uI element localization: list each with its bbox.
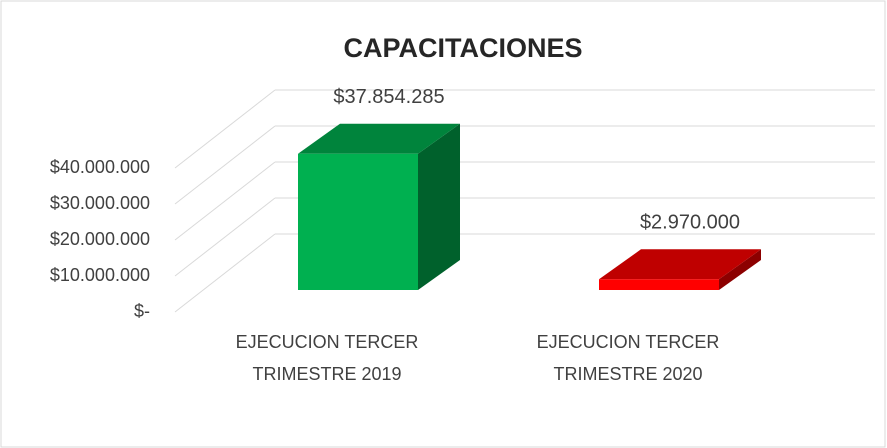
bar xyxy=(298,123,460,290)
grid-line xyxy=(174,161,276,241)
grid-line xyxy=(174,125,276,205)
data-label: $2.970.000 xyxy=(640,212,740,234)
data-label: $37.854.285 xyxy=(333,86,444,108)
y-tick-label: $30.000.000 xyxy=(50,193,150,213)
bar-face xyxy=(298,153,418,290)
chart-title: CAPACITACIONES xyxy=(343,33,582,63)
y-tick-label: $20.000.000 xyxy=(50,229,150,249)
bar-face xyxy=(599,279,719,290)
y-tick-label: $- xyxy=(134,301,150,321)
x-tick-label: EJECUCION TERCER xyxy=(236,332,419,352)
bar-face xyxy=(719,249,761,290)
x-tick-label: TRIMESTRE 2019 xyxy=(252,364,401,384)
bar-face xyxy=(599,249,761,280)
bar-face xyxy=(418,123,460,290)
grid-line xyxy=(174,89,276,169)
x-tick-label: EJECUCION TERCER xyxy=(537,332,720,352)
grid-line xyxy=(174,233,276,313)
y-tick-label: $40.000.000 xyxy=(50,157,150,177)
grid-line xyxy=(174,197,276,277)
x-tick-label: TRIMESTRE 2020 xyxy=(553,364,702,384)
bar xyxy=(599,249,761,290)
y-tick-label: $10.000.000 xyxy=(50,265,150,285)
bar-face xyxy=(298,123,460,154)
